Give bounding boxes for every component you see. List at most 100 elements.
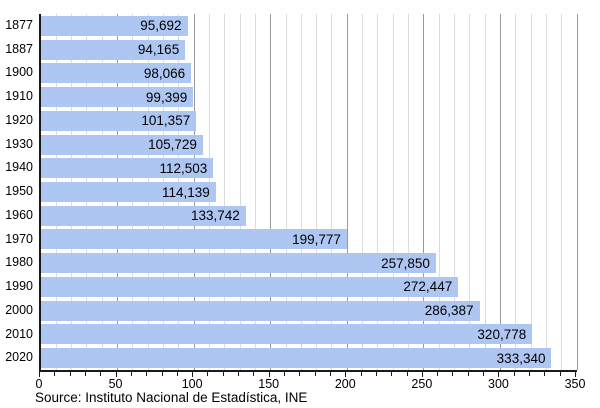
- bar-value-label: 333,340: [496, 350, 546, 366]
- gridline-minor: [300, 14, 302, 370]
- bar-value-label: 99,399: [145, 89, 188, 105]
- bar-1960: 133,742: [41, 205, 246, 226]
- bar-1920: 101,357: [41, 110, 197, 131]
- gridline-minor: [561, 14, 563, 370]
- y-tick-label-1900: 1900: [5, 65, 33, 80]
- gridline-minor: [377, 14, 379, 370]
- x-tick-minor: [437, 372, 439, 376]
- gridline-major: [270, 14, 272, 370]
- x-tick-minor: [299, 372, 301, 376]
- bar-1940: 112,503: [41, 158, 214, 179]
- x-tick-major: [421, 372, 423, 377]
- x-tick-minor: [329, 372, 331, 376]
- y-tick-label-1930: 1930: [5, 136, 33, 151]
- x-tick-minor: [222, 372, 224, 376]
- x-tick-minor: [84, 372, 86, 376]
- gridline-minor: [362, 14, 364, 370]
- y-tick-label-1910: 1910: [5, 89, 33, 104]
- source-caption: Source: Instituto Nacional de Estadístic…: [35, 390, 308, 405]
- gridline-minor: [316, 14, 318, 370]
- x-tick-minor: [253, 372, 255, 376]
- x-tick-label-300: 300: [487, 377, 509, 391]
- bar-1887: 94,165: [41, 39, 186, 60]
- bar-value-label: 199,777: [292, 231, 341, 247]
- bar-1877: 95,692: [41, 15, 188, 36]
- x-tick-minor: [452, 372, 454, 376]
- gridline-major: [499, 14, 501, 370]
- gridline-minor: [285, 14, 287, 370]
- bar-value-label: 286,387: [424, 303, 474, 319]
- x-tick-major: [345, 372, 347, 377]
- y-tick-label-1887: 1887: [5, 41, 33, 56]
- gridline-minor: [331, 14, 333, 370]
- x-tick-label-100: 100: [181, 377, 203, 391]
- bar-value-label: 133,742: [191, 208, 240, 224]
- x-tick-minor: [100, 372, 102, 376]
- x-tick-minor: [467, 372, 469, 376]
- bar-value-label: 101,357: [141, 113, 191, 129]
- x-tick-major: [192, 372, 194, 377]
- x-tick-minor: [375, 372, 377, 376]
- gridline-minor: [469, 14, 471, 370]
- y-tick-label-1940: 1940: [5, 160, 33, 175]
- x-tick-minor: [559, 372, 561, 376]
- y-tick-label-2020: 2020: [5, 350, 33, 365]
- x-tick-minor: [529, 372, 531, 376]
- bar-1980: 257,850: [41, 253, 436, 274]
- x-tick-major: [498, 372, 500, 377]
- gridline-minor: [254, 14, 256, 370]
- x-tick-minor: [238, 372, 240, 376]
- gridline-major: [576, 14, 578, 370]
- gridline-major: [346, 14, 348, 370]
- gridline-minor: [408, 14, 410, 370]
- bar-1950: 114,139: [41, 182, 216, 202]
- y-tick-label-1950: 1950: [5, 184, 33, 199]
- x-tick-label-0: 0: [35, 377, 43, 391]
- x-tick-minor: [69, 372, 71, 376]
- gridline-minor: [545, 14, 547, 370]
- bar-value-label: 257,850: [381, 255, 430, 271]
- x-tick-label-350: 350: [564, 377, 586, 391]
- x-tick-minor: [391, 372, 393, 376]
- y-tick-label-1920: 1920: [5, 112, 33, 127]
- x-tick-minor: [406, 372, 408, 376]
- x-tick-label-200: 200: [334, 377, 356, 391]
- x-tick-label-250: 250: [411, 377, 433, 391]
- gridline-minor: [392, 14, 394, 370]
- x-tick-minor: [146, 372, 148, 376]
- gridline-minor: [530, 14, 532, 370]
- gridline-minor: [515, 14, 517, 370]
- x-tick-major: [268, 372, 270, 377]
- y-tick-label-2000: 2000: [5, 302, 33, 317]
- y-tick-label-2010: 2010: [5, 326, 33, 341]
- x-tick-minor: [360, 372, 362, 376]
- x-tick-major: [39, 372, 40, 377]
- bar-2010: 320,778: [41, 324, 533, 345]
- bar-value-label: 98,066: [143, 65, 186, 81]
- bar-1910: 99,399: [41, 87, 194, 108]
- bar-2000: 286,387: [41, 300, 480, 321]
- x-tick-major: [575, 372, 576, 377]
- bar-value-label: 95,692: [140, 18, 182, 34]
- bar-1970: 199,777: [41, 229, 347, 250]
- bar-value-label: 114,139: [161, 184, 210, 200]
- bar-2020: 333,340: [41, 348, 552, 369]
- gridline-minor: [484, 14, 486, 370]
- x-tick-minor: [130, 372, 132, 376]
- bar-1930: 105,729: [41, 134, 203, 155]
- x-tick-minor: [176, 372, 178, 376]
- gridline-major: [423, 14, 425, 370]
- bar-1900: 98,066: [41, 63, 192, 84]
- gridline-minor: [224, 14, 226, 370]
- bar-value-label: 112,503: [159, 160, 208, 176]
- bar-value-label: 272,447: [403, 279, 453, 295]
- x-tick-minor: [483, 372, 485, 376]
- bar-value-label: 320,778: [477, 326, 527, 342]
- x-tick-minor: [54, 372, 56, 376]
- gridline-minor: [239, 14, 241, 370]
- bar-value-label: 94,165: [137, 42, 180, 58]
- x-tick-minor: [284, 372, 286, 376]
- bar-value-label: 105,729: [148, 137, 197, 153]
- x-tick-minor: [513, 372, 515, 376]
- y-tick-label-1980: 1980: [5, 255, 33, 270]
